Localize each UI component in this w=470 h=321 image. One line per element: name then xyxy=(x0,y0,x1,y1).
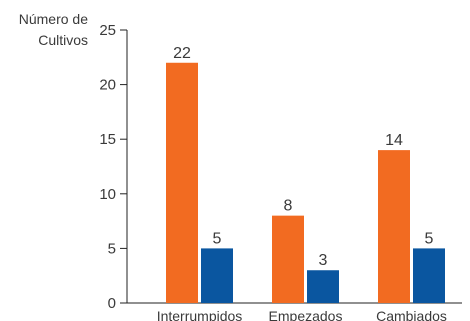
y-ticks: 0 5 10 15 20 25 xyxy=(99,22,127,312)
data-label: 8 xyxy=(284,198,293,215)
y-tick-label: 0 xyxy=(108,295,116,312)
bar-cambiados-series-1 xyxy=(378,150,410,303)
bar-empezados-series-1 xyxy=(272,215,304,303)
y-tick-label: 5 xyxy=(108,240,116,257)
category-label-interrumpidos: Interrumpidos xyxy=(157,308,243,321)
data-label: 5 xyxy=(425,230,434,247)
category-labels: Interrumpidos Empezados Cambiados xyxy=(157,308,447,321)
data-label: 22 xyxy=(173,45,191,62)
category-label-empezados: Empezados xyxy=(269,308,343,321)
bar-empezados-series-2 xyxy=(307,270,339,303)
y-tick-label: 20 xyxy=(99,77,116,94)
y-tick-label: 15 xyxy=(99,131,116,148)
data-label: 3 xyxy=(319,252,328,269)
data-label: 5 xyxy=(213,230,222,247)
y-tick-label: 25 xyxy=(99,22,116,39)
bar-cambiados-series-2 xyxy=(413,248,445,303)
y-tick-label: 10 xyxy=(99,186,116,203)
y-axis-label-line-2: Cultivos xyxy=(38,32,88,48)
y-axis-label-line-1: Número de xyxy=(19,11,88,27)
data-label: 14 xyxy=(385,132,403,149)
bar-interrumpidos-series-2 xyxy=(201,248,233,303)
category-label-cambiados: Cambiados xyxy=(376,308,447,321)
bar-interrumpidos-series-1 xyxy=(166,62,198,304)
bars: 22 5 8 3 14 5 xyxy=(166,45,445,304)
